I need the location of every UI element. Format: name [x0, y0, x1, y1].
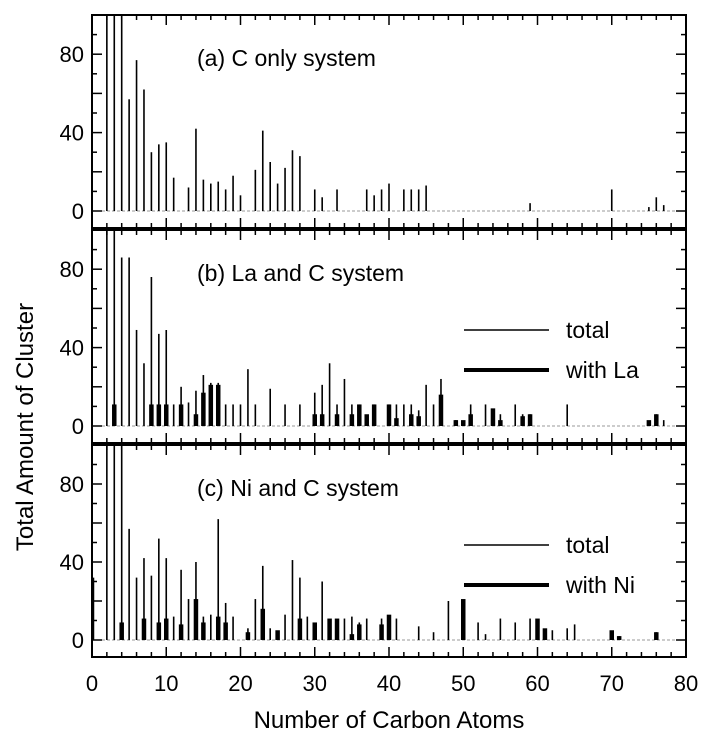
y-tick-label: 80	[60, 257, 84, 282]
x-tick-label: 60	[525, 671, 549, 696]
x-tick-label: 50	[451, 671, 475, 696]
x-tick-label: 40	[377, 671, 401, 696]
panel-1: 0 40 80 (a) C only system	[60, 14, 687, 229]
y-tick-label: 80	[60, 42, 84, 67]
x-axis-title: Number of Carbon Atoms	[254, 707, 525, 734]
x-tick-label: 20	[228, 671, 252, 696]
panel-2: 0 40 80 (b) La and C system total with La	[60, 229, 687, 444]
legend-label-total: total	[566, 317, 609, 343]
legend-label-total: total	[566, 532, 609, 558]
y-tick-label: 40	[60, 336, 84, 361]
panel-3: 0 40 80 (c) Ni and C system total with Ni	[60, 444, 687, 658]
legend-label-subset: with Ni	[565, 572, 635, 598]
panel-title: (c) Ni and C system	[197, 475, 399, 501]
x-tick-label: 0	[86, 671, 98, 696]
x-tick-label: 70	[600, 671, 624, 696]
y-tick-label: 40	[60, 550, 84, 575]
panels: 0 40 80 (a) C only system 0 40 80 (b) La and C …	[60, 14, 687, 658]
y-tick-label: 40	[60, 121, 84, 146]
legend: total with Ni	[464, 532, 635, 598]
panel-title: (b) La and C system	[197, 260, 404, 286]
x-tick-label: 30	[303, 671, 327, 696]
legend: total with La	[464, 317, 639, 383]
bars	[106, 15, 665, 211]
x-tick-label: 80	[674, 671, 698, 696]
legend-label-subset: with La	[565, 357, 639, 383]
y-tick-label: 0	[72, 199, 84, 224]
panel-title: (a) C only system	[197, 45, 376, 71]
axes-text: Number of Carbon Atoms Total Amount of C…	[12, 303, 698, 734]
y-tick-label: 0	[72, 414, 84, 439]
bars	[106, 230, 665, 426]
y-axis-title: Total Amount of Cluster	[12, 303, 39, 551]
x-tick-label: 10	[154, 671, 178, 696]
y-tick-label: 0	[72, 628, 84, 653]
bars	[92, 445, 659, 640]
y-tick-label: 80	[60, 472, 84, 497]
